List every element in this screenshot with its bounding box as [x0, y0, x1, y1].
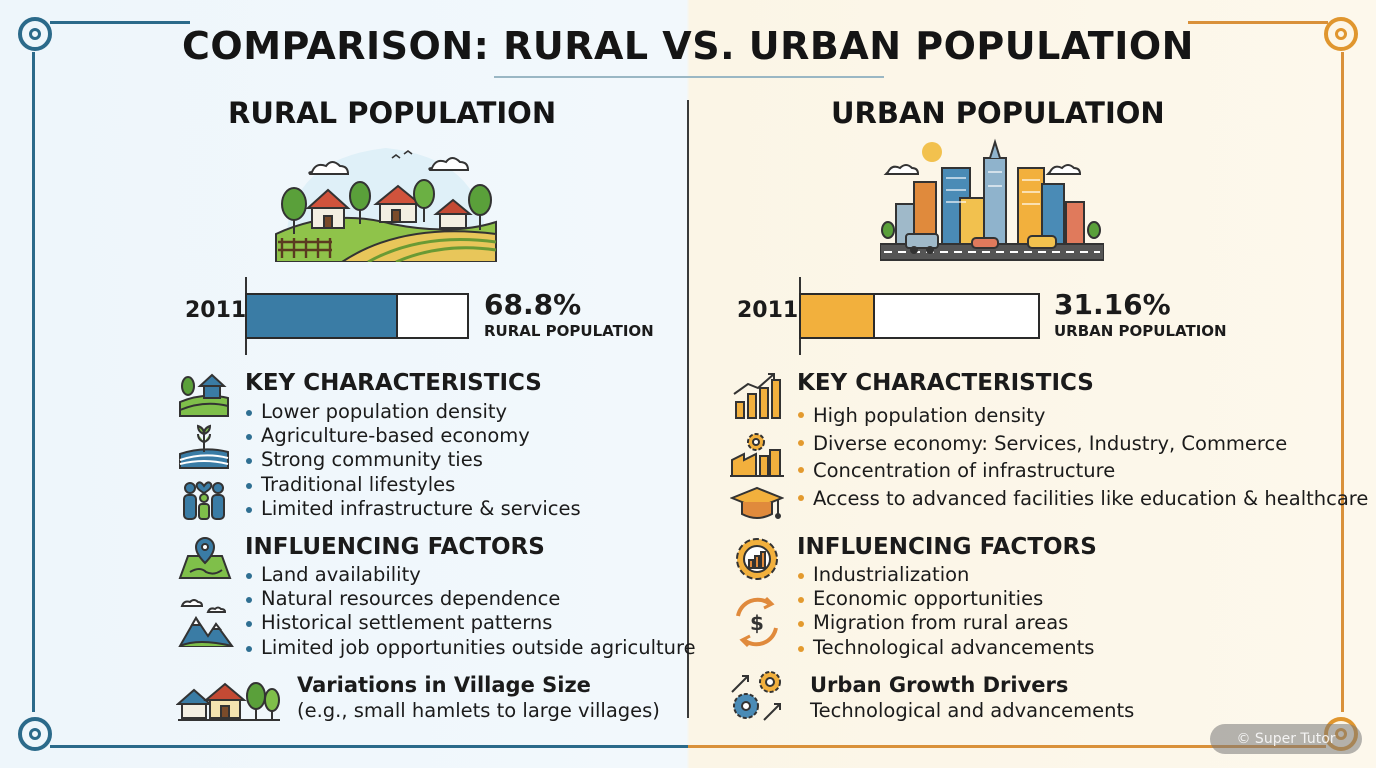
map-pin-icon [178, 536, 232, 579]
rural-factors-list: Land availability Natural resources depe… [245, 563, 696, 660]
urban-drivers-heading: Urban Growth Drivers [810, 673, 1069, 697]
gear-chart-icon [736, 538, 778, 580]
urban-year: 2011 [737, 298, 799, 323]
list-item: Concentration of infrastructure [797, 457, 1368, 485]
gears-arrows-icon [731, 671, 781, 721]
list-item: High population density [797, 402, 1368, 430]
page-title: COMPARISON: RURAL VS. URBAN POPULATION [182, 24, 1194, 68]
mountains-icon [178, 599, 234, 647]
rural-heading: RURAL POPULATION [228, 96, 557, 130]
list-item: Limited job opportunities outside agricu… [245, 636, 696, 660]
list-item: Land availability [245, 563, 696, 587]
title-underline [494, 76, 884, 78]
urban-population-bar-fill [801, 295, 875, 337]
corner-ornament [1324, 17, 1358, 51]
dollar-arrows-icon: $ [736, 596, 778, 648]
bar-growth-icon [733, 373, 781, 419]
rural-population-bar [245, 293, 469, 339]
family-icon [183, 481, 225, 520]
city-skyline-icon [880, 138, 1104, 261]
rural-percent: 68.8% [484, 288, 582, 321]
corner-ornament [18, 17, 52, 51]
village-houses-icon [176, 682, 280, 721]
rural-population-bar-fill [247, 295, 399, 337]
urban-factors-heading: INFLUENCING FACTORS [797, 534, 1097, 560]
list-item: Technological advancements [797, 636, 1094, 660]
rural-variations-heading: Variations in Village Size [297, 673, 591, 697]
urban-factors-list: Industrialization Economic opportunities… [797, 563, 1094, 660]
urban-drivers-text: Technological and advancements [810, 699, 1135, 722]
list-item: Limited infrastructure & services [245, 497, 581, 521]
rural-year: 2011 [185, 298, 247, 323]
urban-population-bar [799, 293, 1040, 339]
corner-ornament [18, 717, 52, 751]
rural-characteristics-list: Lower population density Agriculture-bas… [245, 400, 581, 521]
rural-landscape-icon [275, 148, 497, 262]
urban-characteristics-list: High population density Diverse economy:… [797, 402, 1368, 512]
factory-gear-icon [730, 433, 784, 477]
svg-text:$: $ [750, 611, 764, 635]
urban-heading: URBAN POPULATION [831, 96, 1165, 130]
graduation-cap-icon [730, 486, 784, 519]
house-field-icon [179, 373, 229, 417]
watermark: © Super Tutor [1210, 724, 1362, 754]
wheat-field-icon [179, 424, 229, 469]
list-item: Natural resources dependence [245, 587, 696, 611]
list-item: Strong community ties [245, 448, 581, 472]
rural-factors-heading: INFLUENCING FACTORS [245, 534, 545, 560]
urban-percent: 31.16% [1054, 288, 1171, 321]
list-item: Agriculture-based economy [245, 424, 581, 448]
list-item: Access to advanced facilities like educa… [797, 485, 1368, 513]
rural-variations-text: (e.g., small hamlets to large villages) [297, 699, 660, 722]
list-item: Industrialization [797, 563, 1094, 587]
rural-percent-label: RURAL POPULATION [484, 322, 654, 340]
urban-percent-label: URBAN POPULATION [1054, 322, 1227, 340]
list-item: Historical settlement patterns [245, 611, 696, 635]
list-item: Diverse economy: Services, Industry, Com… [797, 430, 1368, 458]
list-item: Migration from rural areas [797, 611, 1094, 635]
urban-characteristics-heading: KEY CHARACTERISTICS [797, 370, 1094, 396]
rural-characteristics-heading: KEY CHARACTERISTICS [245, 370, 542, 396]
center-divider [687, 100, 689, 718]
list-item: Traditional lifestyles [245, 473, 581, 497]
list-item: Economic opportunities [797, 587, 1094, 611]
list-item: Lower population density [245, 400, 581, 424]
